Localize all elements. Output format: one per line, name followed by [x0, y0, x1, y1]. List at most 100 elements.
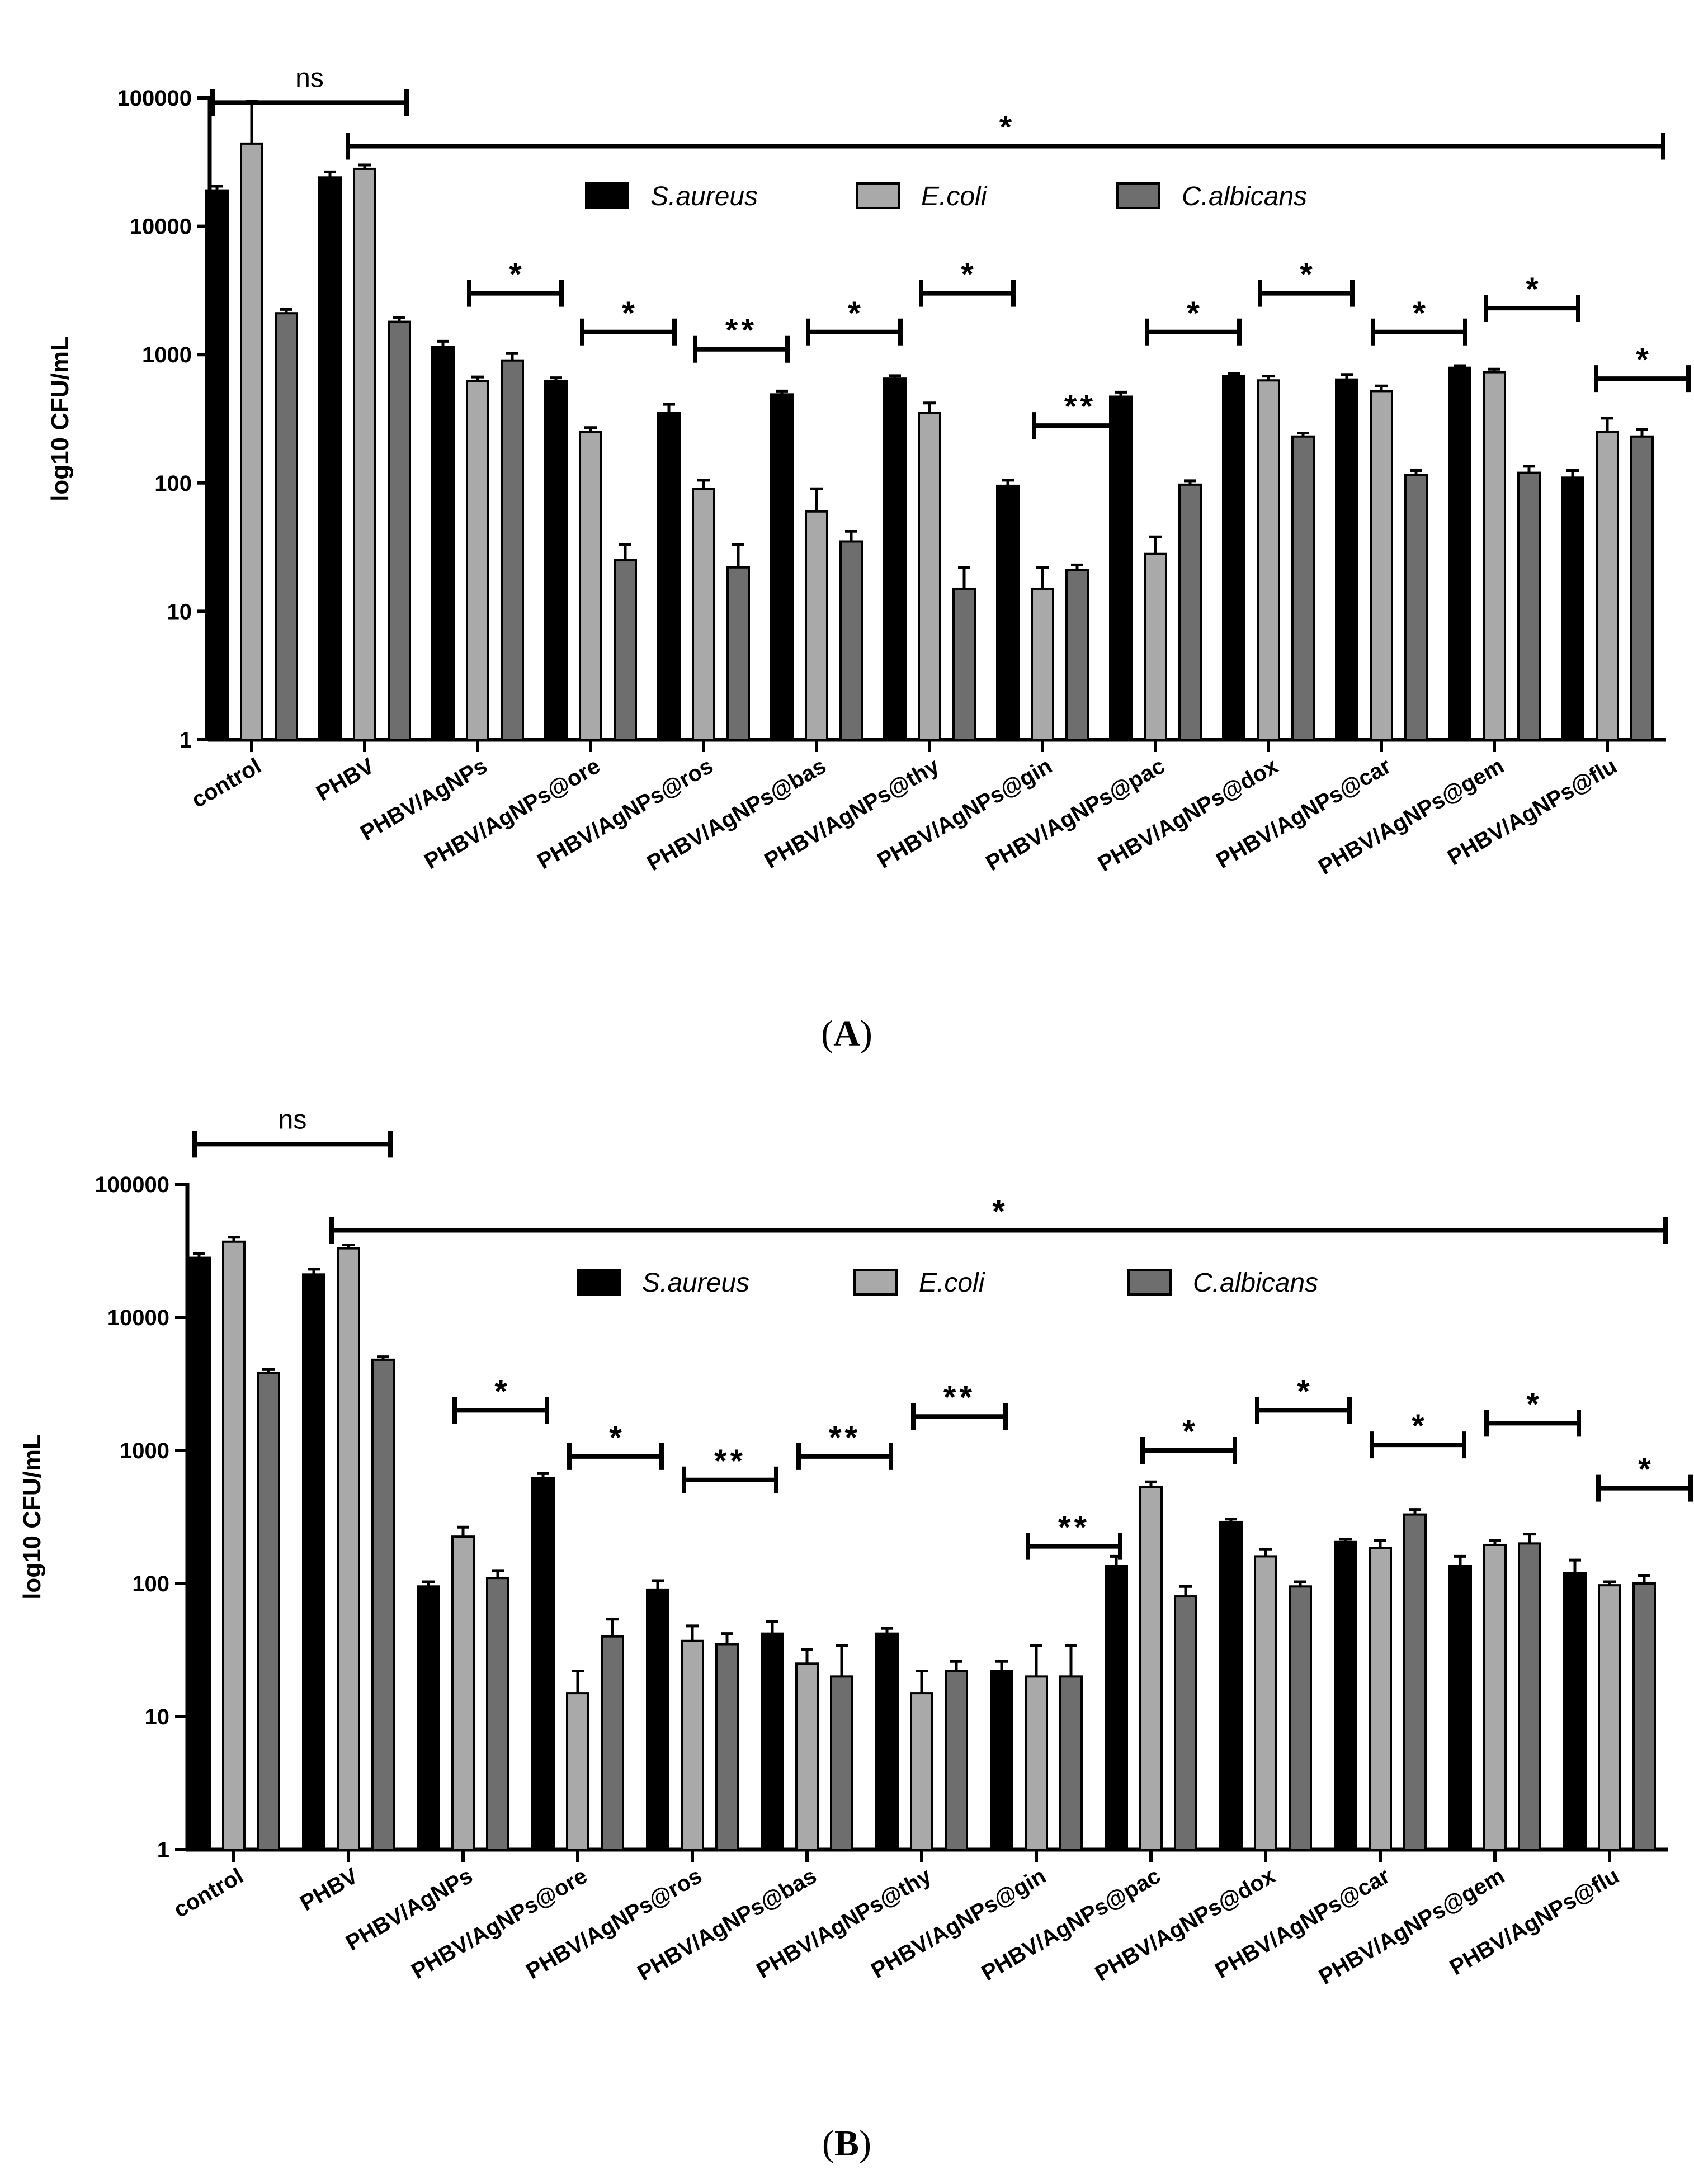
- bar-c-albicans: [257, 1372, 280, 1851]
- bar-s-aureus: [1561, 476, 1584, 741]
- bar-e-coli: [240, 142, 263, 741]
- significance-bracket: *: [1596, 1452, 1693, 1502]
- bar-e-coli: [222, 1240, 246, 1851]
- significance-bracket: *: [1371, 295, 1467, 346]
- bar-s-aureus: [1563, 1572, 1587, 1851]
- bar-c-albicans: [1291, 435, 1315, 741]
- bar-s-aureus: [761, 1632, 784, 1851]
- bar-s-aureus: [1105, 1564, 1128, 1851]
- bar-c-albicans: [1403, 1513, 1427, 1851]
- significance-label: *: [1526, 1386, 1539, 1422]
- bar-e-coli: [579, 431, 602, 741]
- bar-c-albicans: [388, 320, 411, 741]
- significance-label: *: [848, 295, 861, 332]
- significance-bracket: *: [1140, 1414, 1237, 1464]
- significance-bracket: *: [1370, 1408, 1466, 1459]
- bar-c-albicans: [830, 1675, 853, 1851]
- bar-s-aureus: [1448, 366, 1471, 741]
- y-tick-label: 10: [167, 599, 192, 624]
- y-tick-label: 100000: [95, 1173, 169, 1197]
- bar-c-albicans: [1630, 435, 1654, 741]
- bar-e-coli: [1598, 1584, 1621, 1851]
- bar-s-aureus: [883, 377, 907, 741]
- x-tick-label: PHBV/AgNPs@bas: [643, 754, 831, 876]
- bar-c-albicans: [1174, 1595, 1197, 1851]
- bar-c-albicans: [1178, 483, 1202, 741]
- x-tick-label: PHBV: [296, 1864, 362, 1916]
- significance-label: **: [725, 313, 757, 349]
- bar-s-aureus: [770, 393, 794, 741]
- significance-bracket: *: [1484, 1386, 1581, 1437]
- bar-e-coli: [1144, 552, 1167, 741]
- legend-label: E.coli: [921, 182, 988, 211]
- bar-e-coli: [1596, 431, 1619, 741]
- significance-bracket: **: [682, 1443, 778, 1493]
- bar-s-aureus: [646, 1588, 669, 1851]
- bar-s-aureus: [187, 1256, 211, 1851]
- significance-label: *: [1297, 1373, 1310, 1410]
- bar-c-albicans: [1404, 474, 1428, 741]
- significance-bracket: **: [1032, 389, 1129, 439]
- bar-c-albicans: [1518, 1542, 1541, 1851]
- significance-bracket: ns: [210, 63, 409, 116]
- legend-label: S.aureus: [642, 1268, 749, 1298]
- significance-bracket: **: [693, 313, 790, 363]
- x-tick-label: PHBV: [312, 754, 379, 806]
- significance-label: ns: [295, 63, 324, 93]
- panel-label: (B): [822, 2123, 871, 2164]
- bar-s-aureus: [1335, 378, 1358, 741]
- bar-s-aureus: [205, 189, 229, 741]
- significance-label: *: [1412, 1408, 1424, 1444]
- bar-e-coli: [566, 1692, 589, 1851]
- bar-e-coli: [1257, 379, 1280, 741]
- panel-label: (A): [821, 1013, 872, 1054]
- significance-bracket: *: [919, 257, 1016, 307]
- bar-s-aureus: [996, 484, 1020, 741]
- y-tick-label: 10000: [130, 215, 192, 239]
- bar-e-coli: [1483, 1543, 1507, 1851]
- x-tick-label: PHBV/AgNPs@dox: [1091, 1864, 1280, 1987]
- bar-e-coli: [795, 1662, 819, 1851]
- significance-bracket: *: [806, 295, 903, 346]
- bar-s-aureus: [302, 1273, 325, 1851]
- significance-label: *: [494, 1373, 507, 1410]
- y-tick-label: 1000: [142, 343, 192, 367]
- bar-s-aureus: [657, 412, 681, 741]
- significance-bracket: **: [1026, 1510, 1122, 1560]
- bar-s-aureus: [1219, 1520, 1243, 1851]
- significance-label: *: [1636, 342, 1649, 378]
- significance-label: *: [622, 295, 635, 332]
- bar-c-albicans: [1059, 1675, 1083, 1851]
- significance-bracket: *: [580, 295, 677, 346]
- bar-c-albicans: [371, 1358, 395, 1851]
- bar-c-albicans: [715, 1643, 739, 1851]
- significance-label: **: [943, 1379, 975, 1416]
- significance-bracket: *: [1484, 271, 1580, 322]
- significance-bracket: ns: [192, 1105, 393, 1158]
- significance-label: ns: [279, 1105, 307, 1134]
- significance-label: **: [714, 1443, 746, 1479]
- bar-e-coli: [918, 412, 941, 741]
- y-tick-label: 1: [180, 728, 192, 753]
- chart-panel-a: 1 10 100 1000 10000 100000 log10 CFU/mL control…: [46, 63, 1691, 1054]
- significance-bracket: *: [329, 1194, 1668, 1244]
- legend-swatch: [1116, 182, 1160, 209]
- legend-label: C.albicans: [1193, 1268, 1318, 1298]
- y-tick-label: 10000: [107, 1306, 169, 1330]
- y-tick-label: 1: [157, 1838, 169, 1862]
- bar-s-aureus: [990, 1670, 1013, 1851]
- significance-label: *: [509, 257, 522, 293]
- bar-s-aureus: [1334, 1540, 1357, 1851]
- legend: S.aureus E.coli C.albicans: [585, 182, 1307, 211]
- significance-label: *: [1300, 257, 1313, 293]
- bar-e-coli: [337, 1247, 360, 1851]
- bar-c-albicans: [1632, 1582, 1656, 1851]
- bar-s-aureus: [531, 1477, 555, 1851]
- x-tick-label: control: [169, 1864, 247, 1923]
- bar-e-coli: [451, 1535, 475, 1851]
- significance-bracket: *: [567, 1420, 664, 1470]
- significance-bracket: *: [452, 1373, 549, 1424]
- significance-label: *: [1182, 1414, 1195, 1450]
- bar-c-albicans: [839, 540, 863, 741]
